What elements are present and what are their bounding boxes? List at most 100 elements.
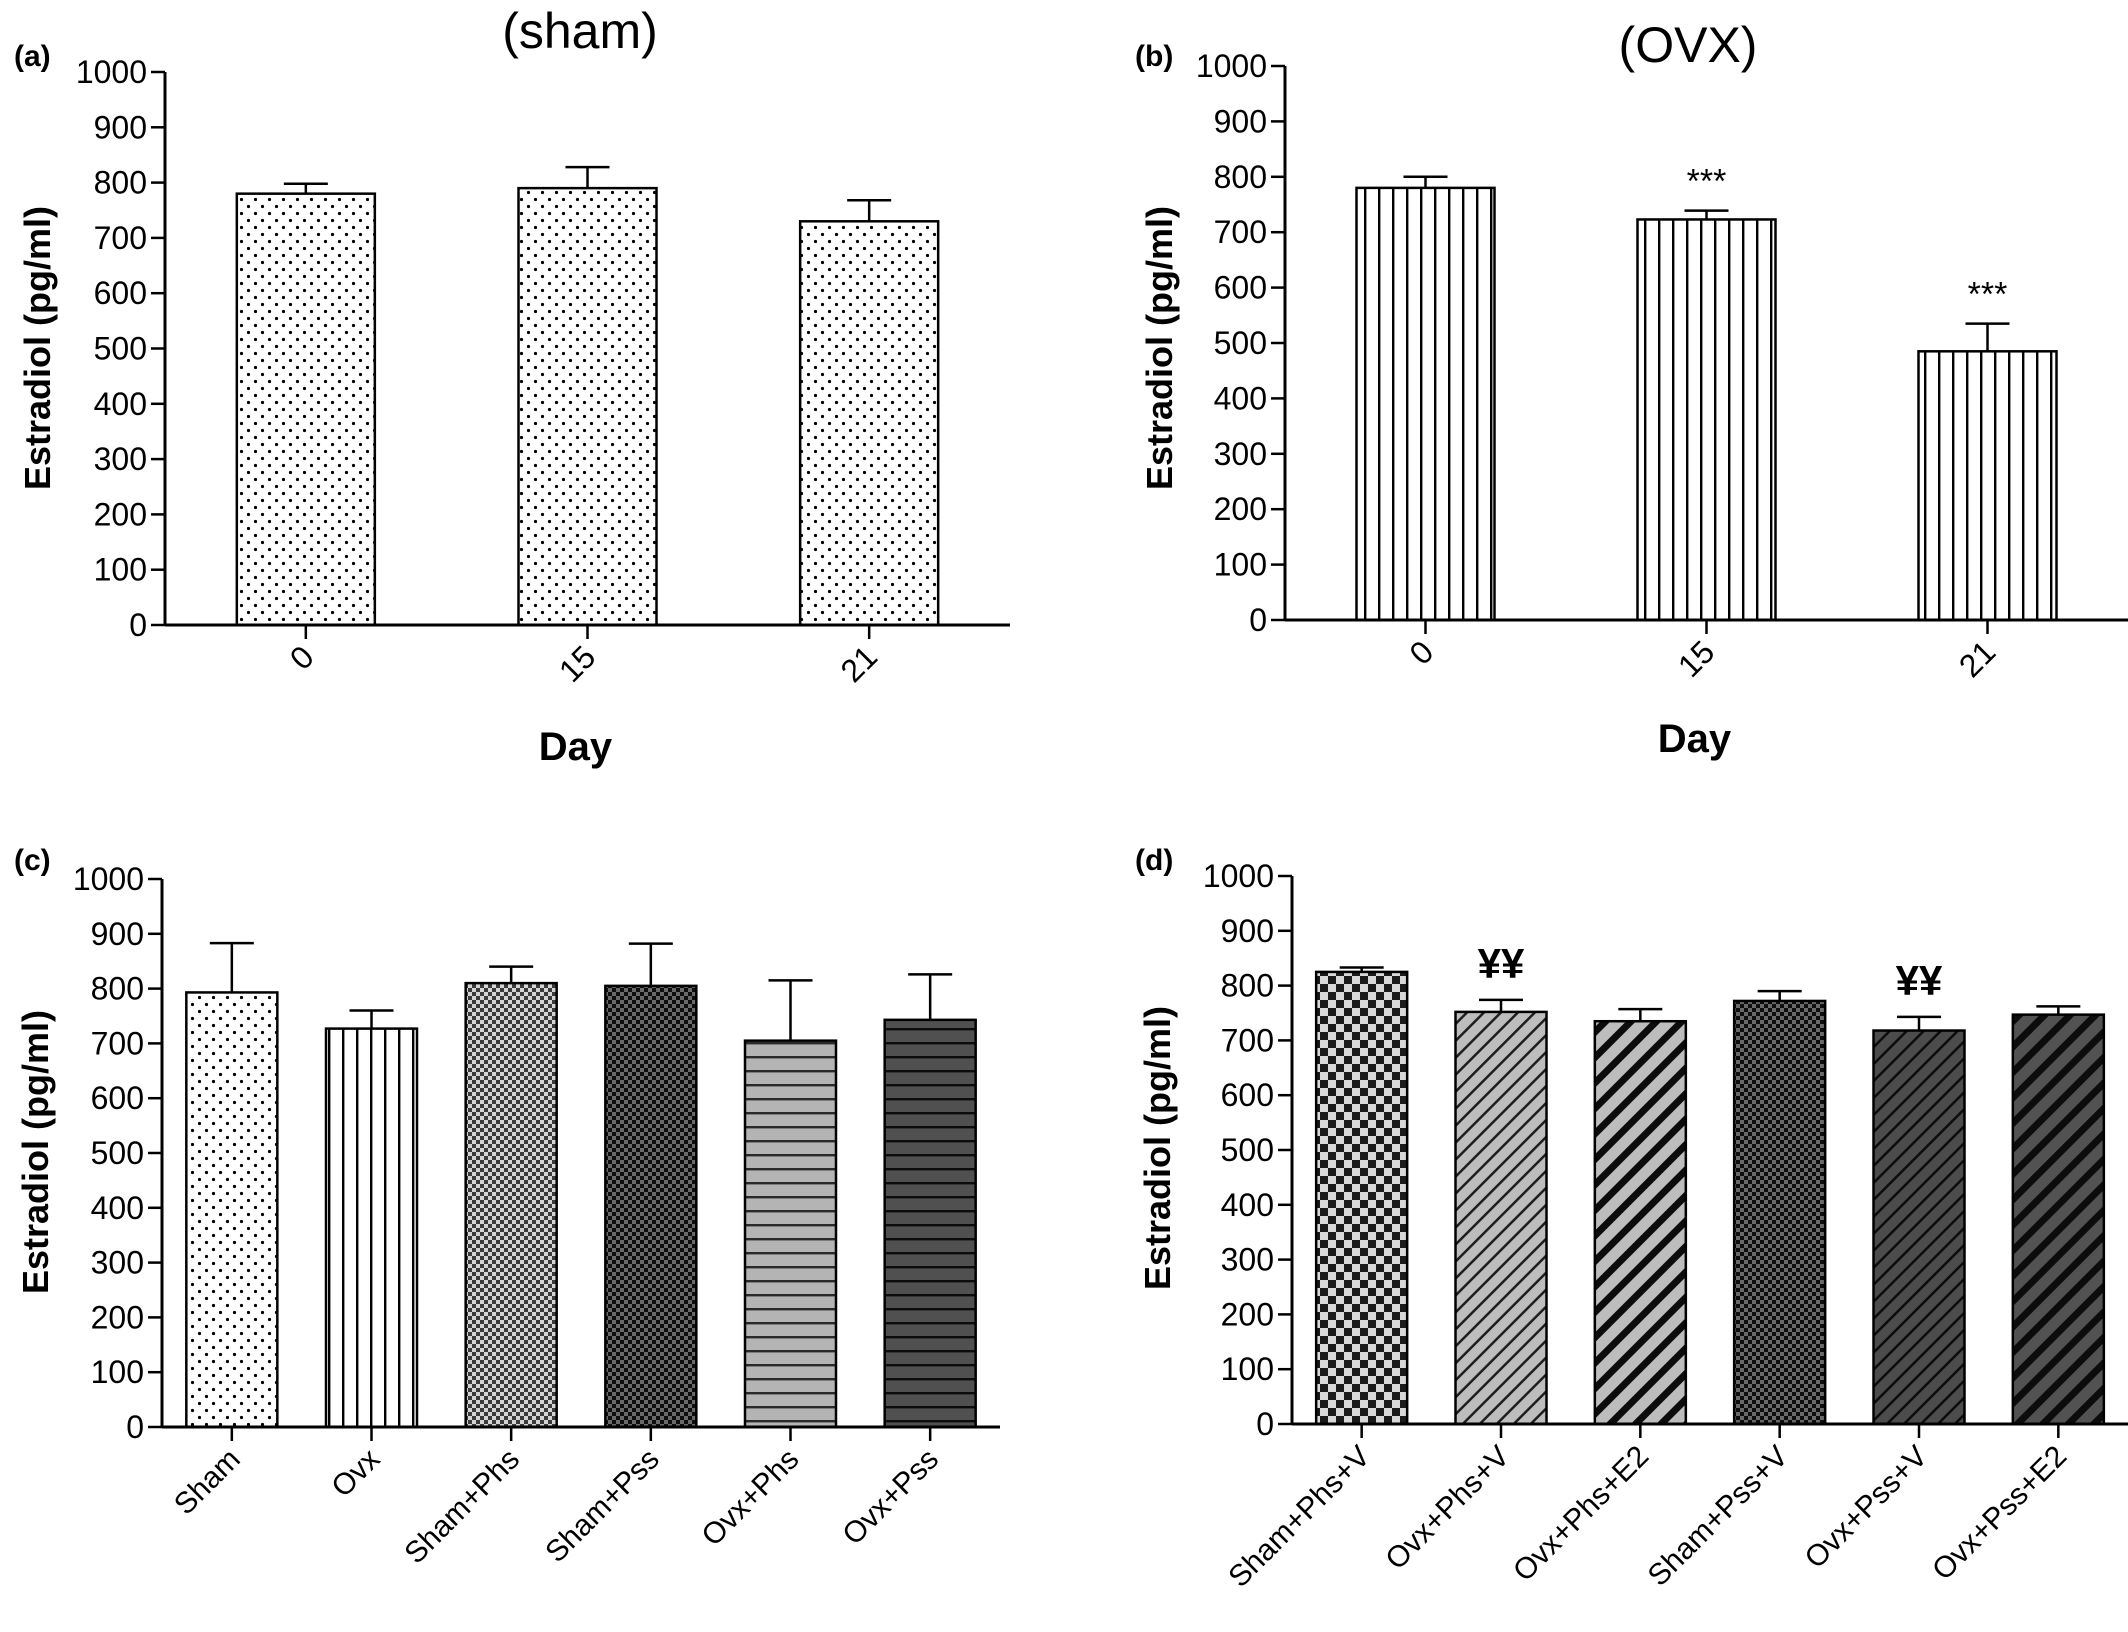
y-tick-label: 700 xyxy=(94,220,147,256)
bar xyxy=(604,984,698,1429)
y-axis-label: Estradiol (pg/ml) xyxy=(1139,206,1180,490)
panel-title: (sham) xyxy=(502,3,658,59)
panel-1: (a) (sham) Estradiol (pg/ml) 0 100 200 300 400 5… xyxy=(14,3,1010,769)
bar xyxy=(1355,186,1496,622)
x-tick-label: Sham xyxy=(168,1443,247,1522)
x-axis-label: Day xyxy=(539,725,613,769)
significance-annotation: *** xyxy=(1968,276,2008,314)
y-tick-label: 0 xyxy=(126,1409,144,1445)
x-tick-label: Ovx+Pss+E2 xyxy=(1926,1440,2073,1587)
bar xyxy=(743,1039,838,1429)
x-axis-label: Day xyxy=(1658,717,1732,761)
bar xyxy=(2011,1013,2106,1426)
y-tick-label: 300 xyxy=(94,441,147,477)
x-tick-label: Ovx+Pss+V xyxy=(1799,1440,1934,1575)
y-tick-label: 700 xyxy=(1214,214,1267,250)
y-tick-label: 600 xyxy=(94,275,147,311)
significance-annotation: ¥¥ xyxy=(1896,957,1943,1004)
y-tick-label: 100 xyxy=(1221,1351,1274,1387)
x-tick-label: Ovx+Phs xyxy=(695,1443,805,1553)
y-tick-label: 600 xyxy=(1214,270,1267,306)
panel-3: (c) Estradiol (pg/ml) 0 100 200 300 400 500 600 7… xyxy=(14,844,1000,1570)
y-tick-label: 200 xyxy=(1221,1296,1274,1332)
y-tick-label: 600 xyxy=(1221,1077,1274,1113)
y-tick-label: 100 xyxy=(94,552,147,588)
bar xyxy=(798,220,940,627)
bar xyxy=(1872,1029,1966,1426)
y-tick-label: 300 xyxy=(91,1245,144,1281)
x-tick-label: Ovx+Phs+V xyxy=(1379,1440,1516,1577)
panel-label: (c) xyxy=(14,844,51,877)
y-tick-label: 0 xyxy=(129,607,147,643)
x-tick-label: Sham+Phs+V xyxy=(1222,1440,1376,1594)
y-tick-label: 500 xyxy=(94,331,147,367)
y-tick-label: 800 xyxy=(1221,968,1274,1004)
y-axis-label: Estradiol (pg/ml) xyxy=(17,206,58,490)
significance-annotation: *** xyxy=(1687,163,1727,201)
x-tick-label: Sham+Pss xyxy=(539,1443,666,1570)
bar xyxy=(1454,1010,1548,1426)
y-tick-label: 900 xyxy=(1221,913,1274,949)
bar xyxy=(185,991,279,1429)
y-tick-label: 400 xyxy=(94,386,147,422)
y-tick-label: 700 xyxy=(91,1025,144,1061)
y-tick-label: 400 xyxy=(1214,380,1267,416)
x-tick-label: 21 xyxy=(833,638,884,689)
bar xyxy=(1636,218,1777,622)
x-tick-label: Sham+Phs xyxy=(398,1443,526,1571)
y-tick-label: 800 xyxy=(91,971,144,1007)
x-tick-label: 0 xyxy=(283,638,321,676)
y-tick-label: 800 xyxy=(94,165,147,201)
panel-label: (b) xyxy=(1135,40,1173,73)
panel-label: (d) xyxy=(1135,844,1173,877)
bar xyxy=(1314,970,1409,1426)
y-tick-label: 500 xyxy=(1214,325,1267,361)
panel-2: (b) (OVX) Estradiol (pg/ml) *** *** 0 100 200 30… xyxy=(1135,17,2128,761)
x-tick-label: 15 xyxy=(552,638,603,689)
panel-label: (a) xyxy=(14,40,51,73)
bar xyxy=(883,1018,977,1429)
y-tick-label: 900 xyxy=(1214,103,1267,139)
bar xyxy=(324,1027,419,1429)
y-tick-label: 400 xyxy=(91,1190,144,1226)
y-tick-label: 100 xyxy=(1214,547,1267,583)
y-tick-label: 0 xyxy=(1249,602,1267,638)
y-tick-label: 500 xyxy=(1221,1132,1274,1168)
bar xyxy=(1732,999,1827,1426)
y-tick-label: 1000 xyxy=(1196,48,1267,84)
x-tick-label: 0 xyxy=(1402,633,1440,671)
y-tick-label: 0 xyxy=(1256,1406,1274,1442)
bar xyxy=(1917,350,2058,622)
y-tick-label: 1000 xyxy=(76,54,147,90)
bar xyxy=(517,186,658,627)
x-tick-label: Sham+Pss+V xyxy=(1642,1440,1795,1593)
y-tick-label: 300 xyxy=(1221,1242,1274,1278)
bar xyxy=(1593,1019,1688,1426)
y-tick-label: 1000 xyxy=(1203,858,1274,894)
y-tick-label: 600 xyxy=(91,1080,144,1116)
bar xyxy=(464,981,558,1429)
y-tick-label: 800 xyxy=(1214,159,1267,195)
x-tick-label: Ovx+Pss xyxy=(836,1443,945,1552)
panel-4: (d) Estradiol (pg/ml) ¥¥ ¥¥ 0 100 200 300 400 500… xyxy=(1135,844,2128,1594)
y-tick-label: 100 xyxy=(91,1354,144,1390)
significance-annotation: ¥¥ xyxy=(1478,940,1525,987)
x-tick-label: Ovx xyxy=(325,1443,386,1504)
panel-title: (OVX) xyxy=(1619,17,1758,73)
x-tick-label: 21 xyxy=(1952,633,2003,684)
bar xyxy=(235,192,377,627)
y-tick-label: 1000 xyxy=(73,861,144,897)
y-tick-label: 500 xyxy=(91,1135,144,1171)
y-tick-label: 200 xyxy=(1214,491,1267,527)
y-tick-label: 700 xyxy=(1221,1022,1274,1058)
y-tick-label: 900 xyxy=(94,109,147,145)
y-tick-label: 200 xyxy=(94,496,147,532)
x-tick-label: Ovx+Phs+E2 xyxy=(1507,1440,1655,1588)
x-tick-label: 15 xyxy=(1671,633,1722,684)
y-tick-label: 300 xyxy=(1214,436,1267,472)
y-axis-label: Estradiol (pg/ml) xyxy=(1137,1006,1178,1290)
y-axis-label: Estradiol (pg/ml) xyxy=(15,1010,56,1294)
y-tick-label: 400 xyxy=(1221,1187,1274,1223)
y-tick-label: 200 xyxy=(91,1299,144,1335)
